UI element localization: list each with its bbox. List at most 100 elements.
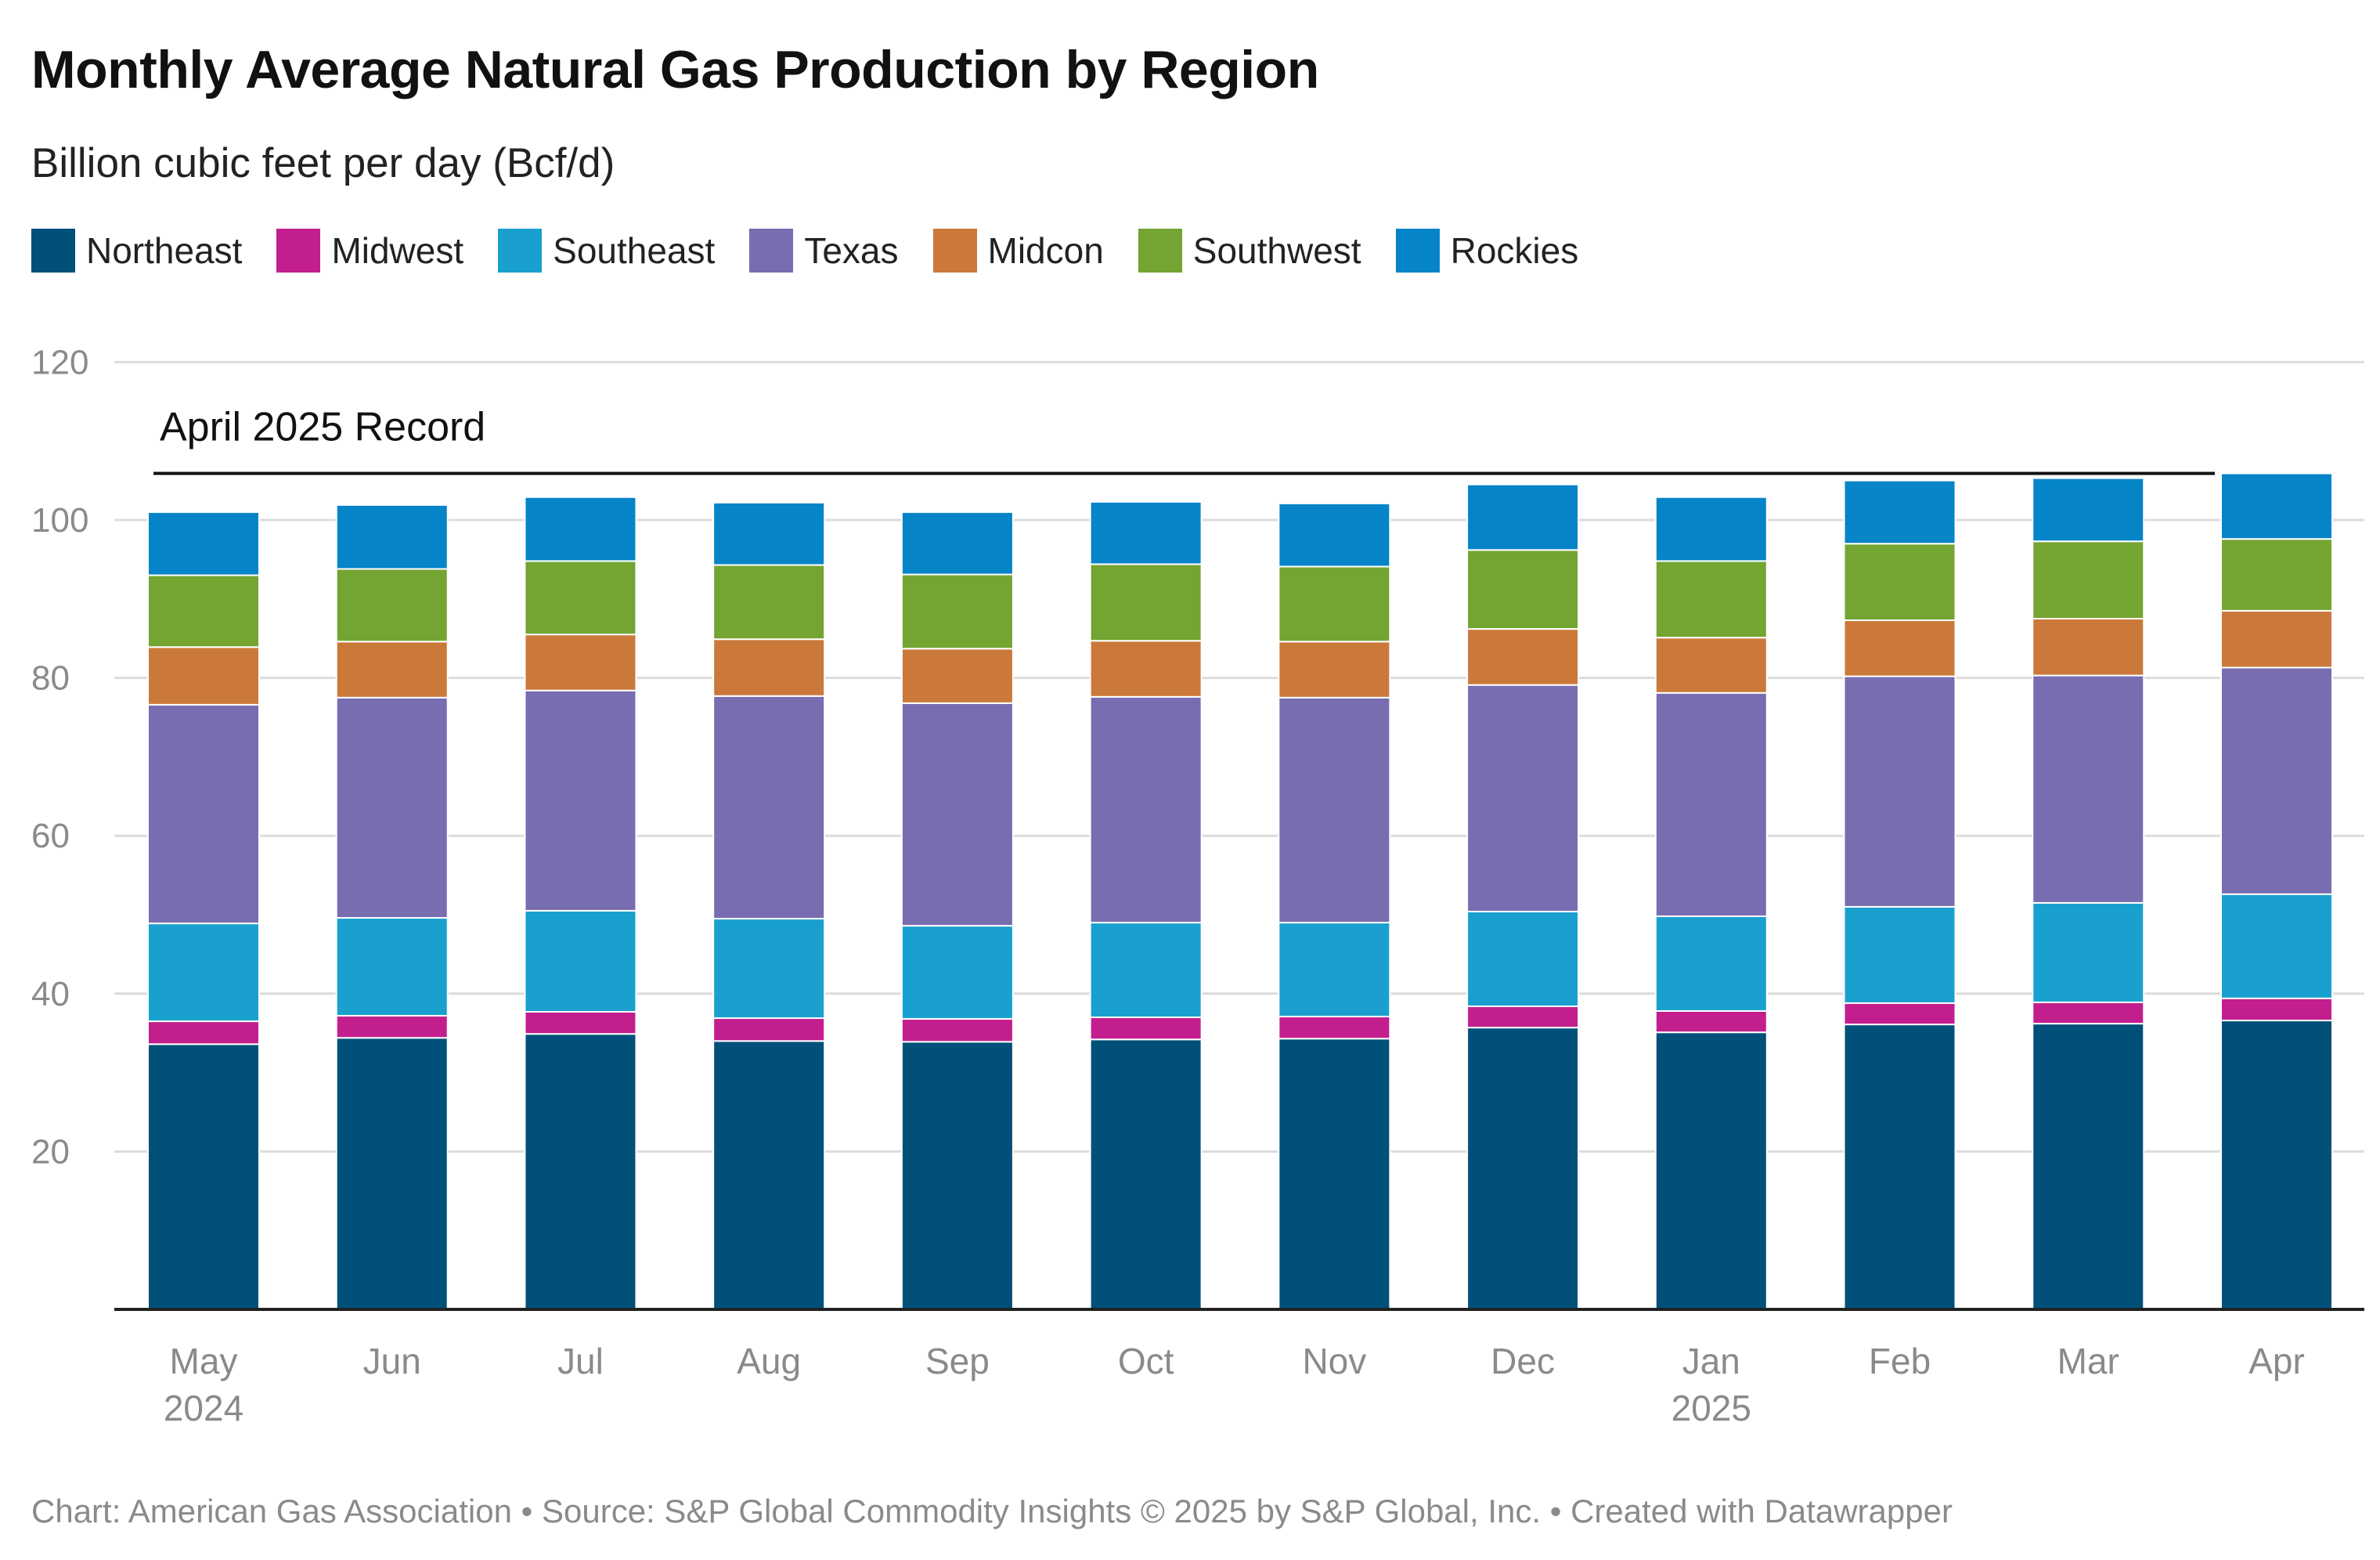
- bar-segment-midwest: [524, 1010, 637, 1035]
- bar-segment-midwest: [1466, 1005, 1580, 1029]
- x-tick-sublabel: 2024: [164, 1388, 243, 1428]
- x-tick-label: Oct: [1118, 1341, 1174, 1381]
- legend-label: Southeast: [553, 230, 716, 271]
- bar-segment-northeast: [1466, 1027, 1580, 1310]
- bar-segment-texas: [524, 689, 637, 912]
- chart-title: Monthly Average Natural Gas Production b…: [31, 40, 1319, 99]
- bar-segment-texas: [335, 696, 449, 919]
- bar-segment-rockies: [147, 511, 260, 576]
- x-tick-label: Mar: [2057, 1341, 2119, 1381]
- bar-segment-texas: [147, 703, 260, 925]
- legend-swatch: [932, 229, 977, 273]
- chart-subtitle: Billion cubic feet per day (Bcf/d): [31, 140, 615, 186]
- bar-segment-texas: [1089, 695, 1203, 924]
- legend-item: Northeast: [31, 229, 242, 273]
- legend-label: Southwest: [1192, 230, 1361, 271]
- legend-item: Texas: [749, 229, 899, 273]
- bar-segment-northeast: [524, 1033, 637, 1310]
- bar-segment-southeast: [1654, 915, 1768, 1012]
- record-annotation-label: April 2025 Record: [160, 405, 485, 450]
- bar-segment-midwest: [1654, 1009, 1768, 1034]
- x-tick-sublabel: 2025: [1671, 1388, 1751, 1428]
- y-tick-label: 20: [31, 1132, 70, 1171]
- y-tick-label: 80: [31, 659, 70, 698]
- legend: Northeast Midwest Southeast Texas Midcon Sout…: [31, 229, 1613, 273]
- bar-segment-midcon: [147, 646, 260, 706]
- x-tick-label: Sep: [925, 1341, 990, 1381]
- y-tick-label: 100: [31, 501, 88, 540]
- bar-segment-midcon: [900, 648, 1014, 704]
- bar-segment-northeast: [2032, 1023, 2145, 1310]
- bar-segment-northeast: [1089, 1038, 1203, 1310]
- bar-segment-northeast: [147, 1043, 260, 1310]
- bar-segment-southeast: [2032, 901, 2145, 1003]
- bar-segment-midcon: [2220, 609, 2333, 669]
- bar-segment-southeast: [712, 918, 826, 1020]
- legend-item: Midwest: [276, 229, 463, 273]
- bar-segment-midcon: [1278, 641, 1391, 699]
- bar-segment-midcon: [1089, 640, 1203, 698]
- legend-item: Midcon: [932, 229, 1104, 273]
- bar-segment-midwest: [2220, 997, 2333, 1022]
- bar-segment-northeast: [335, 1037, 449, 1310]
- bar-segment-southeast: [1843, 905, 1956, 1004]
- bar-segment-texas: [1278, 696, 1391, 924]
- bar-segment-southwest: [1654, 560, 1768, 639]
- bar-segment-midcon: [1843, 619, 1956, 677]
- bar-segment-midcon: [2032, 618, 2145, 677]
- bar-segment-northeast: [712, 1040, 826, 1311]
- bar-segment-rockies: [2220, 472, 2333, 540]
- bar-segment-midcon: [712, 638, 826, 697]
- bar-segment-midwest: [1089, 1017, 1203, 1041]
- bar-segment-midwest: [2032, 1001, 2145, 1025]
- bar-segment-midcon: [335, 641, 449, 699]
- bar-segment-midwest: [335, 1015, 449, 1039]
- legend-swatch: [31, 229, 75, 273]
- bar-segment-southeast: [147, 923, 260, 1023]
- bar-segment-rockies: [712, 501, 826, 566]
- bar-segment-texas: [1466, 684, 1580, 912]
- legend-swatch: [1138, 229, 1182, 273]
- bar-segment-rockies: [1089, 500, 1203, 565]
- x-tick-label: Apr: [2248, 1341, 2305, 1381]
- legend-swatch: [749, 229, 794, 273]
- bar-segment-northeast: [900, 1041, 1014, 1311]
- bar-segment-southwest: [1466, 549, 1580, 630]
- bar-segment-midcon: [524, 634, 637, 692]
- bar-segment-southeast: [900, 925, 1014, 1020]
- x-tick-label: May: [170, 1341, 238, 1381]
- bar-segment-northeast: [2220, 1020, 2333, 1311]
- bar-segment-midcon: [1654, 637, 1768, 694]
- legend-item: Rockies: [1395, 229, 1579, 273]
- x-tick-label: Dec: [1491, 1341, 1555, 1381]
- x-tick-label: Jun: [363, 1341, 421, 1381]
- bar-segment-texas: [1654, 692, 1768, 918]
- x-tick-label: Feb: [1869, 1341, 1931, 1381]
- legend-item: Southeast: [498, 229, 715, 273]
- bar-segment-southwest: [2220, 538, 2333, 612]
- x-tick-label: Jul: [557, 1341, 604, 1381]
- legend-swatch: [498, 229, 543, 273]
- legend-swatch: [276, 229, 321, 273]
- bar-segment-texas: [2032, 674, 2145, 904]
- bar-segment-rockies: [1466, 483, 1580, 551]
- bar-segment-rockies: [1843, 479, 1956, 545]
- legend-swatch: [1395, 229, 1440, 273]
- bar-segment-texas: [712, 695, 826, 920]
- legend-item: Southwest: [1138, 229, 1361, 273]
- bar-segment-rockies: [524, 496, 637, 562]
- bar-segment-southwest: [147, 574, 260, 648]
- bar-segment-southwest: [335, 568, 449, 643]
- bar-segment-southeast: [2220, 893, 2333, 999]
- bar-segment-northeast: [1278, 1038, 1391, 1310]
- legend-label: Midwest: [331, 230, 464, 271]
- y-tick-label: 40: [31, 975, 70, 1013]
- bar-segment-rockies: [2032, 477, 2145, 543]
- legend-label: Rockies: [1450, 230, 1579, 271]
- bar-segment-southwest: [1278, 565, 1391, 643]
- bar-segment-midwest: [147, 1020, 260, 1045]
- bar-segment-rockies: [900, 511, 1014, 576]
- bar-segment-midcon: [1466, 628, 1580, 686]
- x-tick-label: Aug: [737, 1341, 801, 1381]
- x-tick-label: Jan: [1682, 1341, 1740, 1381]
